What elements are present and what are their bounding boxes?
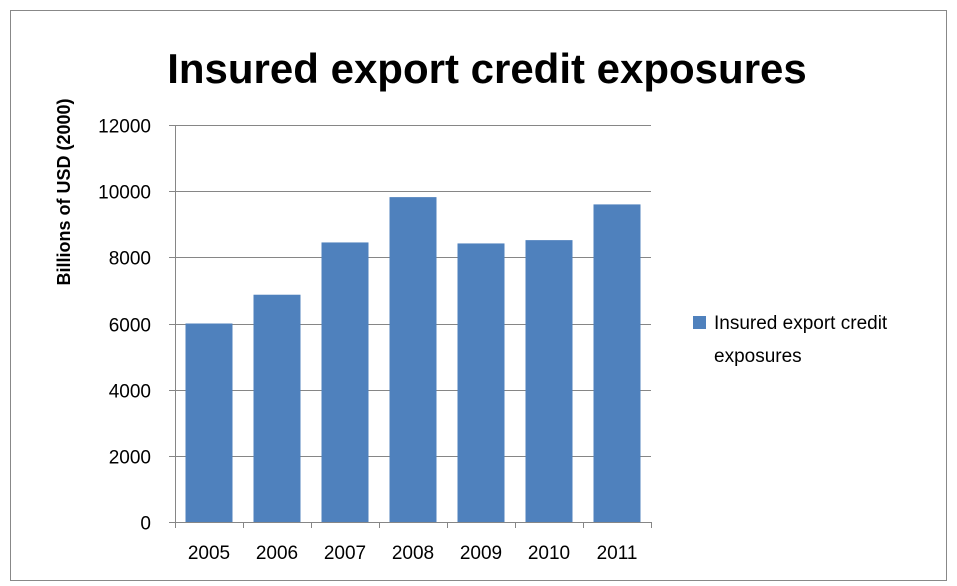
axes [169,125,652,528]
bars [185,197,641,522]
legend-label-line-1: Insured export credit [714,313,888,334]
bar [253,294,301,522]
bar [593,204,641,522]
y-tick-label: 10000 [98,183,151,204]
bar [525,240,573,522]
y-tick-labels: 0 2000 4000 6000 8000 10000 12000 [98,117,151,535]
chart-title: Insured export credit exposures [167,45,807,92]
x-tick-label: 2008 [392,543,434,564]
legend-label-line-2: exposures [714,346,802,367]
y-tick-label: 12000 [98,117,151,138]
y-tick-label: 0 [140,514,151,535]
legend: Insured export credit exposures [693,313,888,367]
x-tick-label: 2005 [188,543,230,564]
x-tick-label: 2010 [528,543,570,564]
y-tick-label: 6000 [109,316,151,337]
y-tick-label: 4000 [109,382,151,403]
y-tick-label: 2000 [109,448,151,469]
x-tick-label: 2006 [256,543,298,564]
x-tick-label: 2011 [597,543,638,564]
bar [185,323,233,522]
bar [457,243,505,522]
y-tick-label: 8000 [109,249,151,270]
bar [321,242,369,522]
y-axis-label: Billions of USD (2000) [54,98,74,285]
x-tick-labels: 2005 2006 2007 2008 2009 2010 2011 [188,543,638,564]
x-tick-label: 2009 [460,543,502,564]
legend-swatch [693,316,706,329]
x-tick-label: 2007 [324,543,366,564]
bar [389,197,437,522]
